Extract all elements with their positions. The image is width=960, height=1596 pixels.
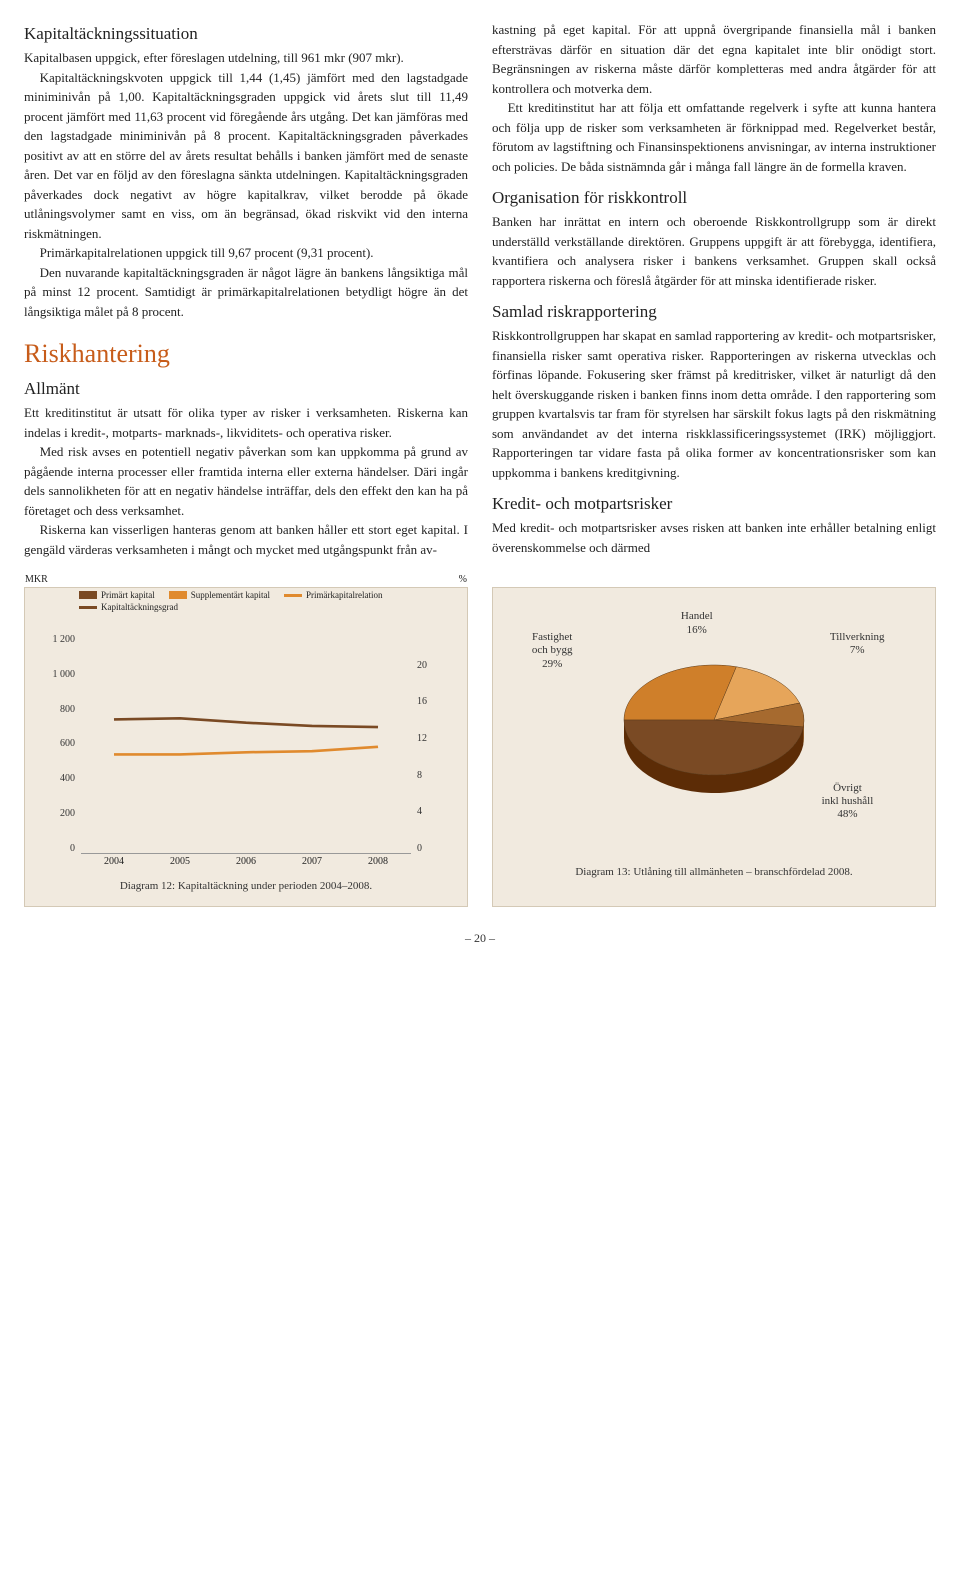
para: Den nuvarande kapitaltäckningsgraden är … xyxy=(24,263,468,322)
para: Kapitalbasen uppgick, efter föreslagen u… xyxy=(24,48,468,68)
bar-group xyxy=(216,634,275,853)
chart-utlaning: Fastighetoch bygg29% Handel16% Tillverknin… xyxy=(492,587,936,907)
chart-legend: Primärt kapital Supplementärt kapital Pr… xyxy=(79,590,413,612)
page-number: – 20 – xyxy=(24,931,936,946)
para: Riskerna kan visserligen hanteras genom … xyxy=(24,520,468,559)
pie-label: Fastighetoch bygg29% xyxy=(532,631,573,671)
legend-item: Kapitaltäckningsgrad xyxy=(79,602,178,612)
heading-samlad: Samlad riskrapportering xyxy=(492,302,936,322)
para: Ett kreditinstitut har att följa ett omf… xyxy=(492,98,936,176)
pie-label: Tillverkning7% xyxy=(830,631,885,657)
legend-label: Kapitaltäckningsgrad xyxy=(101,602,178,612)
para: Banken har inrättat en intern och oberoe… xyxy=(492,212,936,290)
chart-caption: Diagram 12: Kapitaltäckning under period… xyxy=(39,880,453,892)
heading-kredit: Kredit- och motpartsrisker xyxy=(492,494,936,514)
para: Riskkontrollgruppen har skapat en samlad… xyxy=(492,326,936,482)
pie-label: Handel16% xyxy=(681,610,713,636)
para: Med kredit- och motpartsrisker avses ris… xyxy=(492,518,936,557)
charts-row: MKR % Primärt kapital Supplementärt kapi… xyxy=(24,587,936,907)
pie-wrap: Fastighetoch bygg29% Handel16% Tillverknin… xyxy=(507,600,921,860)
chart-kapitaltackning: MKR % Primärt kapital Supplementärt kapi… xyxy=(24,587,468,907)
x-axis: 20042005200620072008 xyxy=(81,856,411,874)
heading-organisation: Organisation för riskkontroll xyxy=(492,188,936,208)
legend-label: Supplementärt kapital xyxy=(191,590,270,600)
y-axis-right: 201612840 xyxy=(413,634,453,854)
bar-group xyxy=(84,634,143,853)
para: Ett kreditinstitut är utsatt för olika t… xyxy=(24,403,468,442)
legend-label: Primärt kapital xyxy=(101,590,155,600)
heading-riskhantering: Riskhantering xyxy=(24,339,468,369)
heading-kapitaltackning: Kapitaltäckningssituation xyxy=(24,24,468,44)
right-column: kastning på eget kapital. För att uppnå … xyxy=(492,20,936,559)
para: Kapitaltäckningskvoten uppgick till 1,44… xyxy=(24,68,468,244)
legend-label: Primärkapitalrelation xyxy=(306,590,382,600)
bar-group xyxy=(150,634,209,853)
bar-chart-area: 1 2001 0008006004002000 201612840 200420… xyxy=(39,634,453,874)
heading-allmant: Allmänt xyxy=(24,379,468,399)
bar-group xyxy=(348,634,407,853)
text-columns: Kapitaltäckningssituation Kapitalbasen u… xyxy=(24,20,936,559)
para: Primärkapitalrelationen uppgick till 9,6… xyxy=(24,243,468,263)
bar-group xyxy=(282,634,341,853)
pie-label: Övrigtinkl hushåll48% xyxy=(822,782,874,822)
chart-caption: Diagram 13: Utlåning till allmänheten – … xyxy=(507,866,921,878)
y-unit-left: MKR xyxy=(25,574,48,585)
para: kastning på eget kapital. För att uppnå … xyxy=(492,20,936,98)
legend-item: Supplementärt kapital xyxy=(169,590,270,600)
legend-item: Primärt kapital xyxy=(79,590,155,600)
pie-svg xyxy=(599,640,829,820)
y-unit-right: % xyxy=(459,574,467,585)
y-axis-left: 1 2001 0008006004002000 xyxy=(39,634,79,854)
legend-item: Primärkapitalrelation xyxy=(284,590,382,600)
plot-area xyxy=(81,634,411,854)
para: Med risk avses en potentiell negativ påv… xyxy=(24,442,468,520)
left-column: Kapitaltäckningssituation Kapitalbasen u… xyxy=(24,20,468,559)
